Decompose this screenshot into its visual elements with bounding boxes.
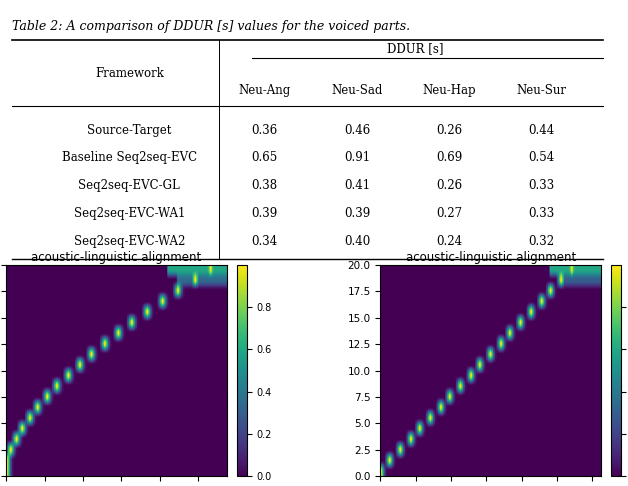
Text: 0.27: 0.27 <box>436 207 462 220</box>
Text: Neu-Hap: Neu-Hap <box>423 84 476 97</box>
Text: 0.41: 0.41 <box>344 179 370 192</box>
Text: 0.40: 0.40 <box>344 235 370 248</box>
Text: 0.38: 0.38 <box>252 179 278 192</box>
Title: acoustic-linguistic alignment: acoustic-linguistic alignment <box>31 251 202 264</box>
Text: Neu-Sad: Neu-Sad <box>332 84 383 97</box>
Text: 0.46: 0.46 <box>344 124 370 138</box>
Text: 0.69: 0.69 <box>436 151 462 164</box>
Text: 0.36: 0.36 <box>252 124 278 138</box>
Text: Framework: Framework <box>95 67 164 80</box>
Text: Seq2seq-EVC-WA2: Seq2seq-EVC-WA2 <box>73 235 185 248</box>
Text: DDUR [s]: DDUR [s] <box>387 42 444 55</box>
Text: Seq2seq-EVC-GL: Seq2seq-EVC-GL <box>78 179 180 192</box>
Text: Source-Target: Source-Target <box>87 124 171 138</box>
Title: acoustic-linguistic alignment: acoustic-linguistic alignment <box>406 251 576 264</box>
Text: 0.39: 0.39 <box>344 207 370 220</box>
Text: 0.26: 0.26 <box>436 124 462 138</box>
Text: 0.33: 0.33 <box>529 207 555 220</box>
Text: Neu-Sur: Neu-Sur <box>517 84 566 97</box>
Text: Seq2seq-EVC-WA1: Seq2seq-EVC-WA1 <box>73 207 185 220</box>
Text: 0.44: 0.44 <box>529 124 555 138</box>
Text: 0.39: 0.39 <box>252 207 278 220</box>
Text: 0.24: 0.24 <box>436 235 462 248</box>
Text: 0.32: 0.32 <box>529 235 555 248</box>
Text: Neu-Ang: Neu-Ang <box>239 84 291 97</box>
Text: 0.65: 0.65 <box>252 151 278 164</box>
Text: 0.34: 0.34 <box>252 235 278 248</box>
Text: 0.91: 0.91 <box>344 151 370 164</box>
Text: 0.26: 0.26 <box>436 179 462 192</box>
Text: 0.33: 0.33 <box>529 179 555 192</box>
Text: 0.54: 0.54 <box>529 151 555 164</box>
Text: Table 2: A comparison of DDUR [s] values for the voiced parts.: Table 2: A comparison of DDUR [s] values… <box>13 20 411 34</box>
Text: Baseline Seq2seq-EVC: Baseline Seq2seq-EVC <box>62 151 197 164</box>
